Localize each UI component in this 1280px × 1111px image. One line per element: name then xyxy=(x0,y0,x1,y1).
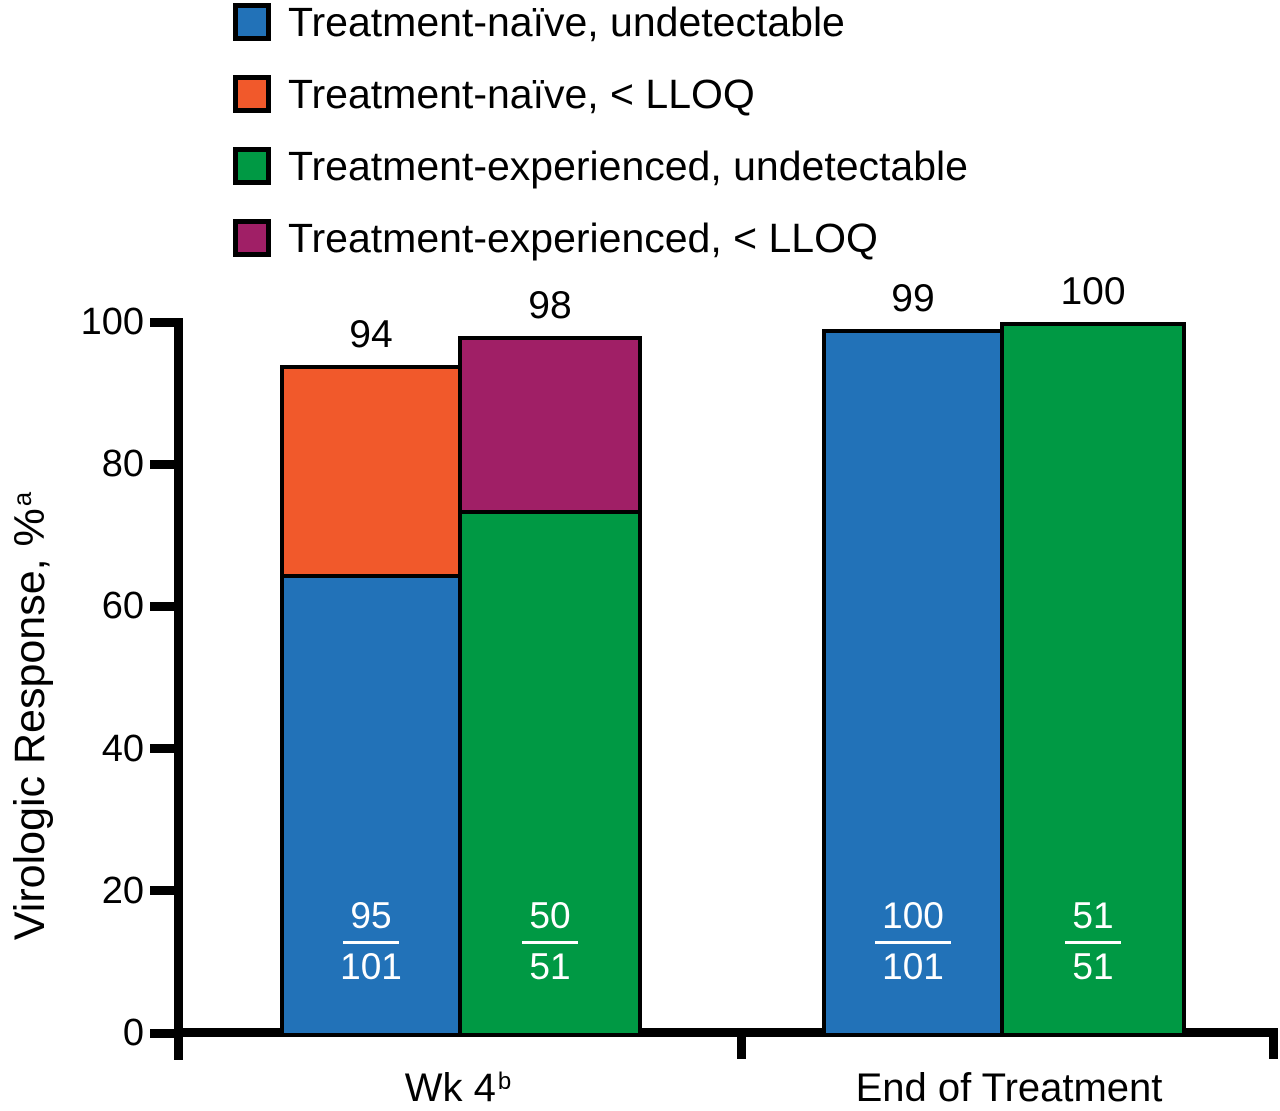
bar-fraction-denominator: 101 xyxy=(882,946,944,988)
bar-total-label: 98 xyxy=(528,284,572,328)
x-group-label-eot-text: End of Treatment xyxy=(855,1066,1163,1110)
bar-fraction-numerator: 50 xyxy=(522,893,578,945)
bar-segment xyxy=(822,329,1004,1037)
y-axis-tick xyxy=(150,1028,183,1038)
legend-item: Treatment-naïve, < LLOQ xyxy=(233,72,755,116)
bar-fraction-denominator: 51 xyxy=(1072,946,1114,988)
bar-fraction-numerator: 100 xyxy=(875,893,951,945)
y-axis-tick xyxy=(150,601,183,611)
y-axis-tick-label: 100 xyxy=(80,301,144,343)
x-axis-middle-tick xyxy=(737,1033,746,1059)
bar-fraction-numerator: 95 xyxy=(343,893,399,945)
legend-swatch-icon xyxy=(233,219,271,257)
legend-item: Treatment-experienced, undetectable xyxy=(233,144,968,188)
bar-fraction-denominator: 51 xyxy=(529,946,571,988)
bar-segment xyxy=(458,336,642,515)
legend-swatch-icon xyxy=(233,147,271,185)
bar-total-label: 100 xyxy=(1060,270,1126,313)
bar-fraction-label: 51 51 xyxy=(1000,893,1186,989)
legend-item: Treatment-naïve, undetectable xyxy=(233,0,845,44)
y-axis-title-superscript: a xyxy=(9,491,38,507)
x-group-label-end-of-treatment: End of Treatment xyxy=(760,1066,1260,1111)
legend-item: Treatment-experienced, < LLOQ xyxy=(233,216,878,260)
bar-fraction-label: 50 51 xyxy=(458,893,642,989)
y-axis-tick-label: 0 xyxy=(122,1012,144,1054)
bar-fraction-label: 100 101 xyxy=(822,893,1004,989)
x-group-label-wk4-superscript: b xyxy=(497,1068,512,1095)
y-axis-tick xyxy=(150,744,183,754)
bar-total-label: 94 xyxy=(349,312,393,356)
bar-fraction-numerator: 51 xyxy=(1065,893,1121,945)
legend-label: Treatment-naïve, < LLOQ xyxy=(288,71,755,117)
y-axis-tick-label: 20 xyxy=(101,869,144,912)
x-axis-right-tick xyxy=(1269,1033,1278,1059)
bar-segment xyxy=(458,510,642,1037)
y-axis-title: Virologic Response, %a xyxy=(1,406,59,1026)
legend-swatch-icon xyxy=(233,75,271,113)
y-axis-tick-label: 60 xyxy=(101,585,144,628)
x-group-label-wk4: Wk 4b xyxy=(258,1066,658,1111)
x-axis-line xyxy=(174,1028,1278,1037)
y-axis-tick xyxy=(150,459,183,469)
y-axis-tick xyxy=(150,317,183,327)
legend-swatch-icon xyxy=(233,3,271,41)
y-axis-tick-label: 80 xyxy=(101,443,144,486)
bar-segment xyxy=(280,364,462,579)
bar-segment xyxy=(280,574,462,1037)
x-axis-left-tick xyxy=(174,1033,183,1059)
legend-label: Treatment-experienced, < LLOQ xyxy=(288,215,878,261)
y-axis-tick-label: 40 xyxy=(101,727,144,770)
legend-label: Treatment-experienced, undetectable xyxy=(288,143,968,189)
legend-label: Treatment-naïve, undetectable xyxy=(288,0,845,45)
y-axis-tick xyxy=(150,886,183,896)
bar-segment xyxy=(1000,322,1186,1037)
bar-fraction-label: 95 101 xyxy=(280,893,462,989)
bar-total-label: 99 xyxy=(891,277,935,321)
bar-fraction-denominator: 101 xyxy=(340,946,402,988)
x-group-label-wk4-text: Wk 4 xyxy=(404,1066,496,1110)
y-axis-line xyxy=(174,318,183,1060)
